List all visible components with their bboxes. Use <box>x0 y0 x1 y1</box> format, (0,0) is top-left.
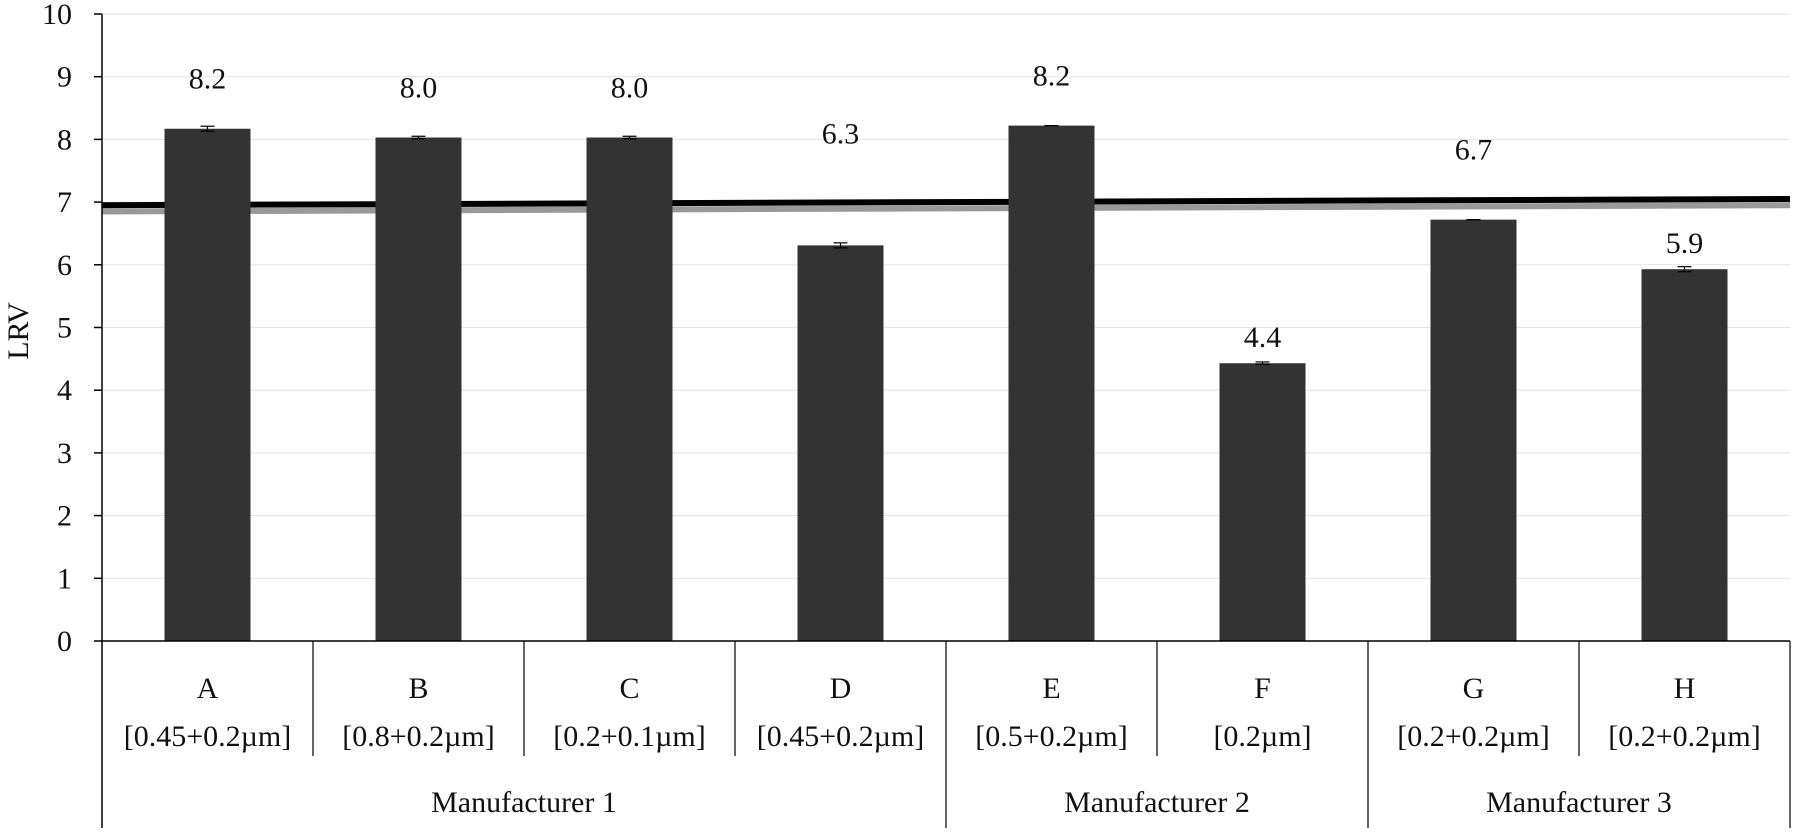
y-tick-label: 0 <box>57 625 72 658</box>
y-tick-label: 9 <box>57 61 72 94</box>
group-label-3: Manufacturer 3 <box>1486 786 1672 819</box>
y-tick-label: 5 <box>57 312 72 345</box>
bars <box>164 125 1728 642</box>
category-sublabel-B: [0.8+0.2µm] <box>342 720 495 753</box>
bar-F <box>1219 363 1306 641</box>
error-bars <box>200 125 1692 366</box>
y-tick-label: 2 <box>57 500 72 533</box>
category-sublabel-C: [0.2+0.1µm] <box>553 720 706 753</box>
category-label-A: A <box>197 672 219 705</box>
group-labels: Manufacturer 1 Manufacturer 2 Manufacturer… <box>431 786 1672 819</box>
category-label-D: D <box>830 672 852 705</box>
data-label-B: 8.0 <box>400 72 438 105</box>
data-label-F: 4.4 <box>1244 321 1282 354</box>
data-label-D: 6.3 <box>822 117 860 150</box>
y-tick-label: 3 <box>57 437 72 470</box>
category-label-C: C <box>619 672 639 705</box>
data-labels: 8.2 8.0 8.0 6.3 8.2 4.4 6.7 5.9 <box>189 60 1704 355</box>
bar-B <box>375 137 462 642</box>
bar-A <box>164 128 251 642</box>
y-tick-label: 6 <box>57 249 72 282</box>
category-labels: A [0.45+0.2µm] B [0.8+0.2µm] C [0.2+0.1µm] D [0… <box>124 672 1761 753</box>
y-tick-label: 10 <box>42 0 72 31</box>
data-label-A: 8.2 <box>189 63 227 96</box>
bar-D <box>797 245 884 641</box>
category-label-F: F <box>1254 672 1271 705</box>
bar-G <box>1430 219 1517 641</box>
axes <box>94 13 1791 828</box>
category-sublabel-D: [0.45+0.2µm] <box>757 720 925 753</box>
category-label-B: B <box>408 672 428 705</box>
category-sublabel-G: [0.2+0.2µm] <box>1397 720 1550 753</box>
category-sublabel-E: [0.5+0.2µm] <box>975 720 1128 753</box>
y-axis-title: LRV <box>2 302 35 360</box>
category-sublabel-A: [0.45+0.2µm] <box>124 720 292 753</box>
y-tick-label: 8 <box>57 123 72 156</box>
category-label-H: H <box>1674 672 1696 705</box>
data-label-H: 5.9 <box>1666 227 1704 260</box>
gridlines <box>102 13 1790 579</box>
data-label-G: 6.7 <box>1455 133 1493 166</box>
y-tick-label: 4 <box>57 374 72 407</box>
data-label-C: 8.0 <box>611 72 649 105</box>
data-label-E: 8.2 <box>1033 60 1071 93</box>
bar-C <box>586 137 673 642</box>
reference-lines <box>101 195 1791 215</box>
bar-E <box>1008 125 1095 641</box>
bar-H <box>1641 269 1728 641</box>
group-label-2: Manufacturer 2 <box>1064 786 1250 819</box>
group-label-1: Manufacturer 1 <box>431 786 617 819</box>
y-tick-label: 1 <box>57 562 72 595</box>
category-label-E: E <box>1042 672 1060 705</box>
category-label-G: G <box>1463 672 1485 705</box>
y-tick-labels: 0 1 2 3 4 5 6 7 8 9 10 <box>42 0 72 658</box>
category-sublabel-F: [0.2µm] <box>1213 720 1311 753</box>
y-tick-label: 7 <box>57 186 72 219</box>
category-sublabel-H: [0.2+0.2µm] <box>1608 720 1761 753</box>
